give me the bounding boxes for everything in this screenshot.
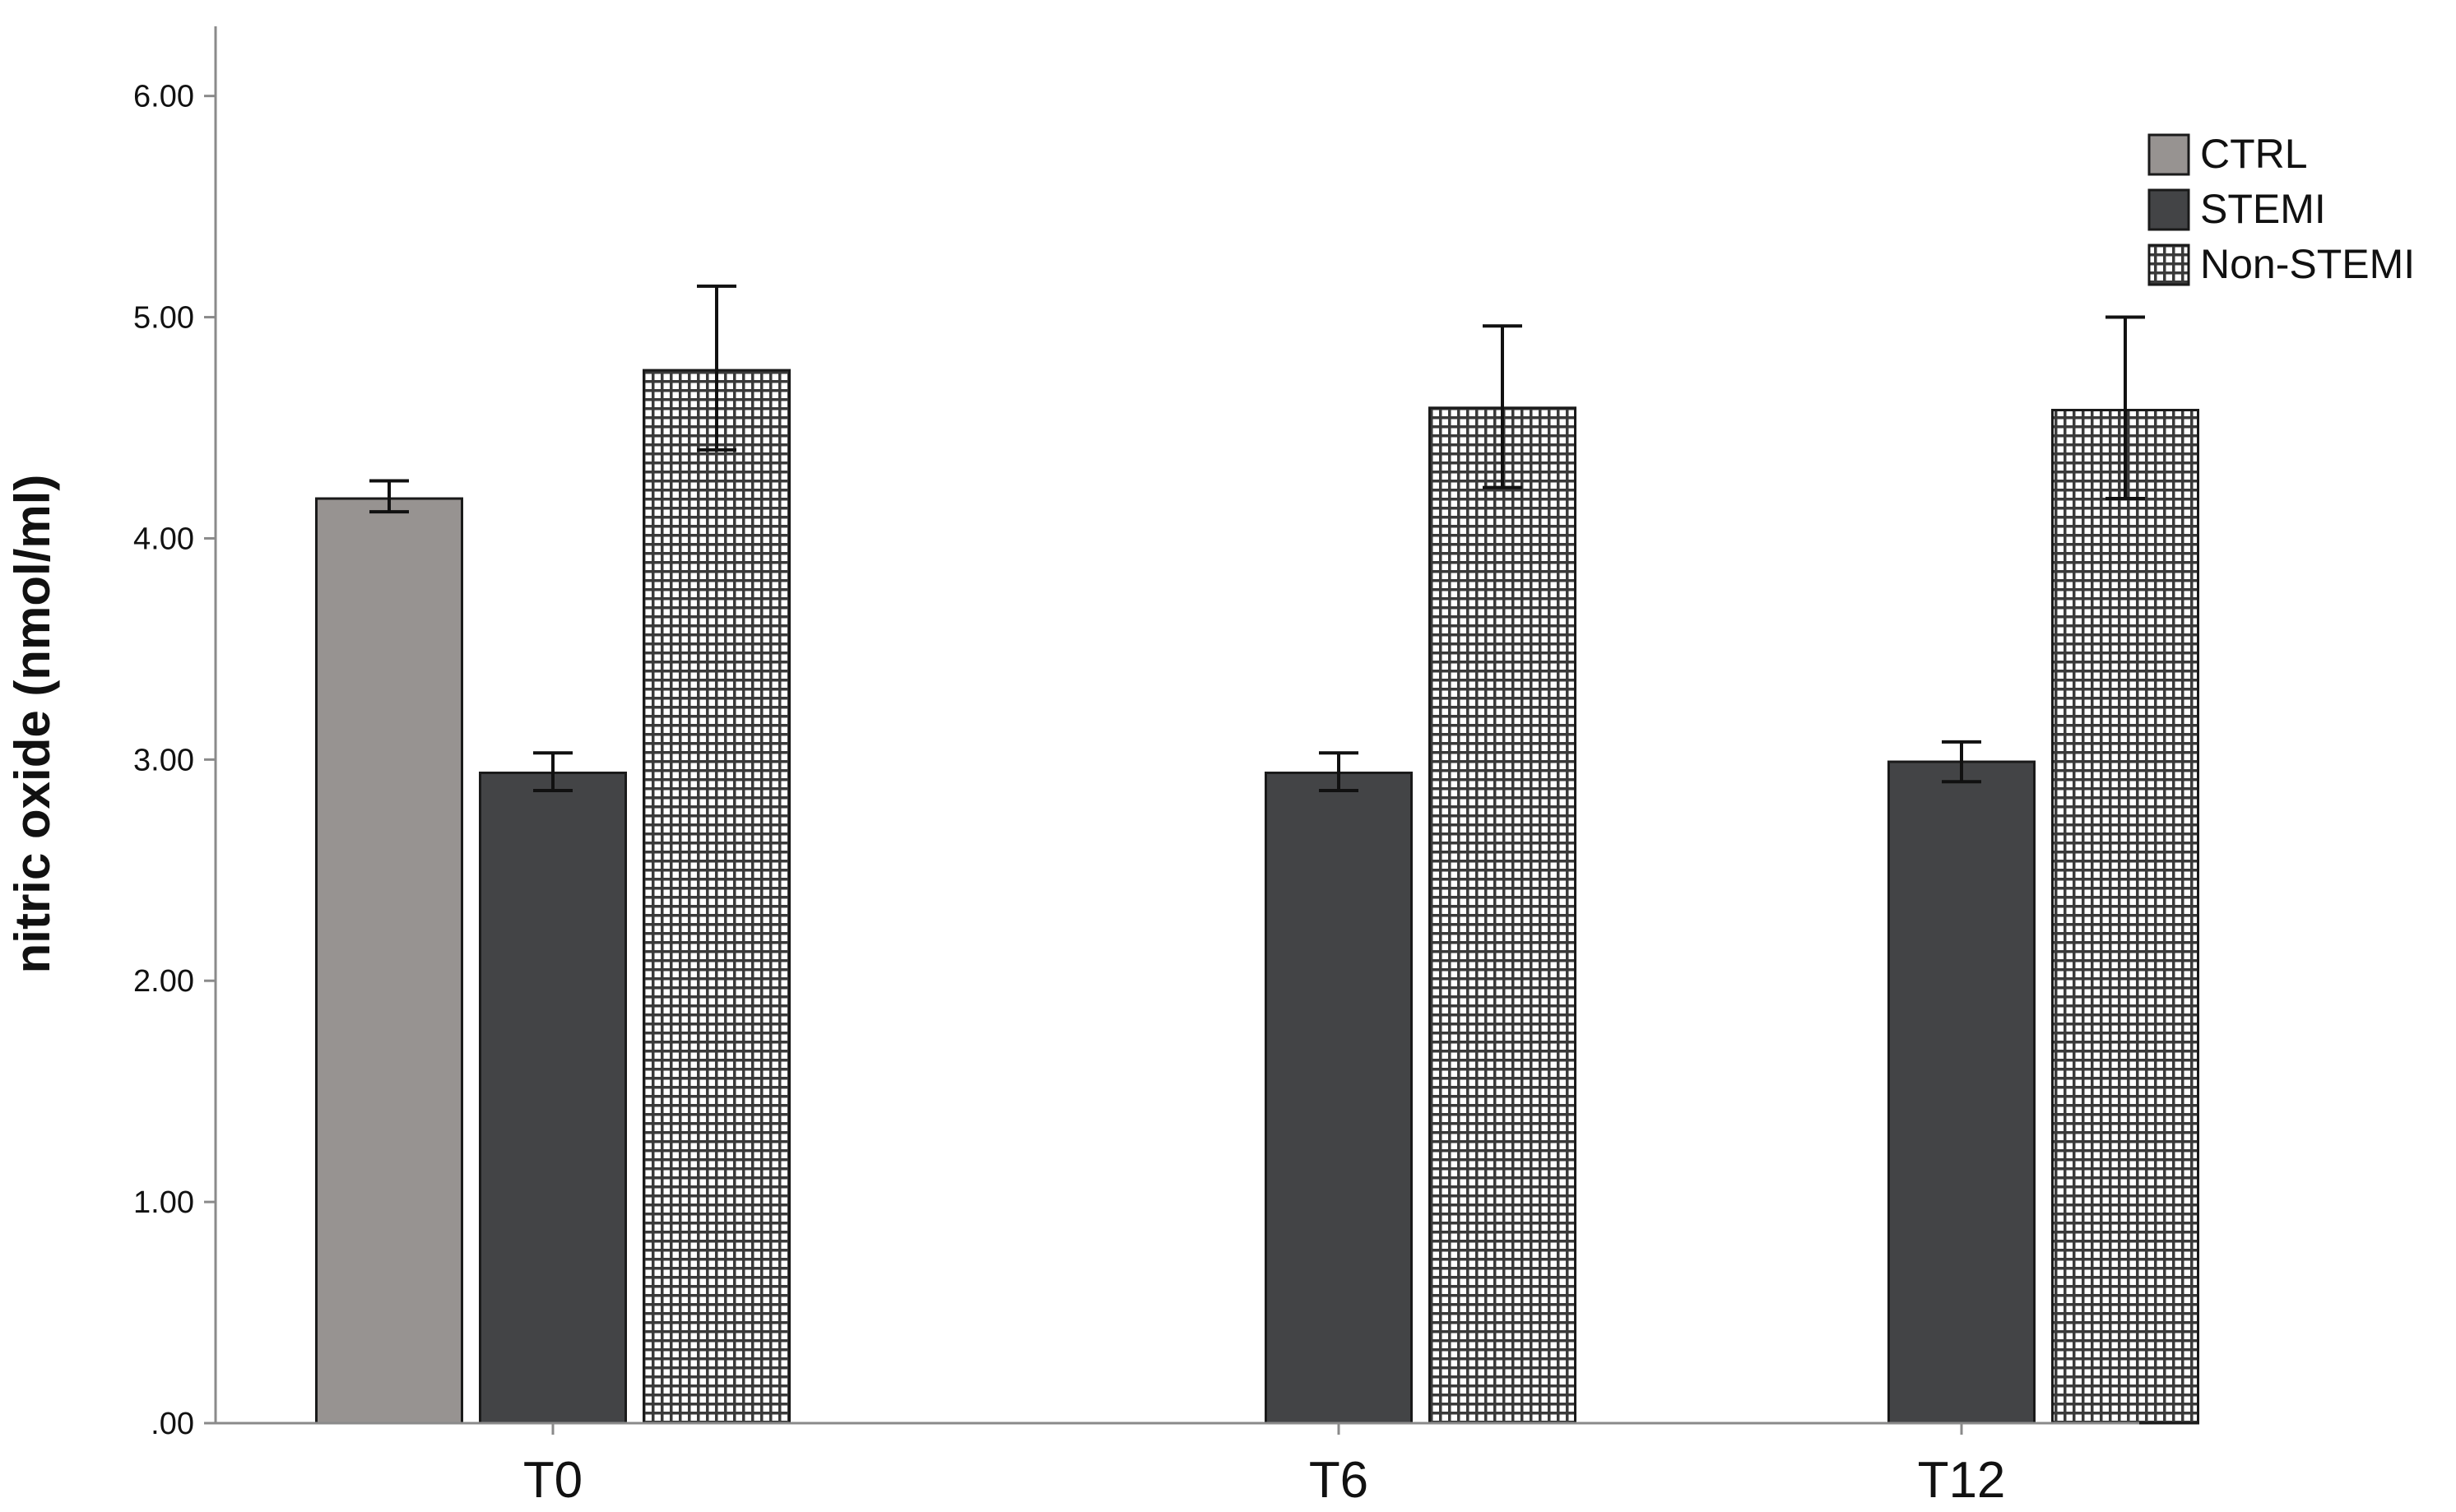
y-tick-label: 1.00 — [133, 1185, 194, 1220]
y-axis-label: nitric oxide (nmol/ml) — [5, 475, 60, 974]
x-tick-label: T12 — [1918, 1452, 2006, 1509]
bar-stemi-t12 — [1887, 760, 2036, 1425]
bar-stemi-t6 — [1265, 771, 1413, 1425]
error-bar-non-stemi-t6 — [1483, 324, 1522, 489]
y-tick-label: 5.00 — [133, 301, 194, 336]
error-bar-stemi-t6 — [1319, 751, 1358, 792]
y-tick-label: 3.00 — [133, 743, 194, 777]
bar-non-stemi-t6 — [1428, 406, 1576, 1425]
legend-swatch-ctrl — [2147, 133, 2190, 176]
bar-non-stemi-t0 — [643, 369, 791, 1425]
bar-ctrl-t0 — [315, 497, 463, 1425]
y-tick-label: 6.00 — [133, 80, 194, 114]
axes: .00 1.00 2.00 3.00 4.00 5.00 6.00 T0 T6 T12 — [133, 26, 2139, 1509]
legend-label-ctrl: CTRL — [2200, 131, 2308, 177]
legend: CTRL STEMI Non-STEMI — [2147, 131, 2415, 287]
y-tick-label: 2.00 — [133, 964, 194, 999]
error-bar-stemi-t12 — [1942, 740, 1981, 784]
y-tick-label: 4.00 — [133, 522, 194, 556]
bar-non-stemi-t12 — [2051, 408, 2199, 1425]
x-tick-label: T0 — [523, 1452, 583, 1509]
legend-swatch-stemi — [2147, 188, 2190, 231]
error-bar-ctrl-t0 — [369, 479, 409, 514]
x-tick-label: T6 — [1309, 1452, 1368, 1509]
legend-label-stemi: STEMI — [2200, 186, 2326, 232]
error-bar-non-stemi-t12 — [2105, 315, 2145, 501]
legend-swatch-non-stemi — [2147, 243, 2190, 286]
error-bar-non-stemi-t0 — [697, 284, 736, 452]
error-bar-stemi-t0 — [533, 751, 573, 792]
plot-area — [315, 284, 2199, 1425]
bar-stemi-t0 — [479, 771, 627, 1425]
y-tick-label: .00 — [151, 1407, 194, 1441]
legend-label-non-stemi: Non-STEMI — [2200, 241, 2415, 287]
